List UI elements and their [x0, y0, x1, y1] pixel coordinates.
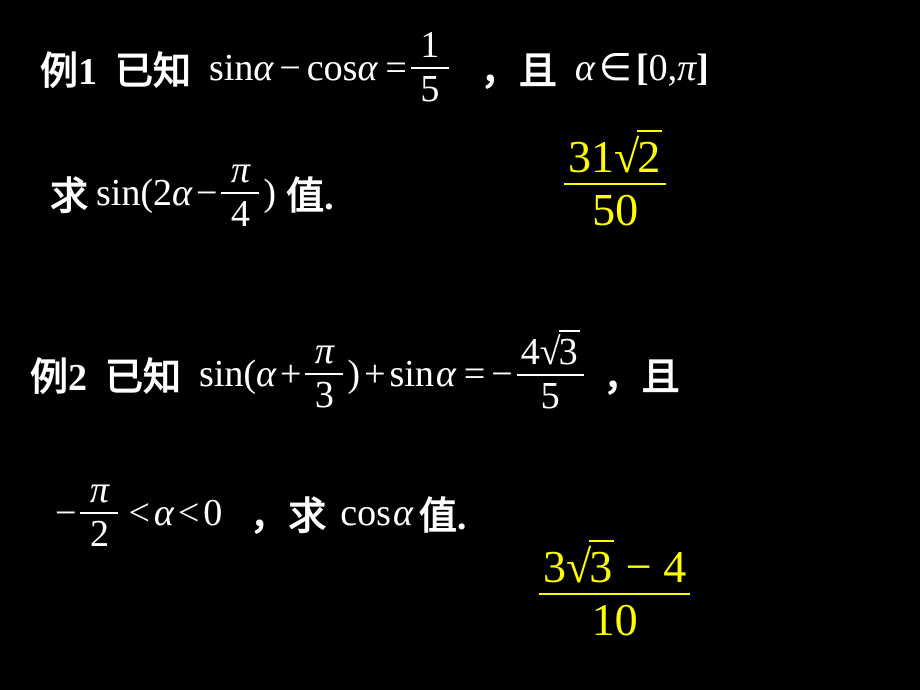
p1-dom-b: π [677, 46, 696, 90]
p2-plus2: + [364, 352, 385, 396]
p1-t-frac-den: 4 [227, 194, 254, 236]
p1-sin: sin [209, 46, 253, 90]
p1-t-var: α [172, 171, 192, 215]
p1-ans-den: 50 [588, 185, 642, 236]
problem2-line1: 例2 已知 sin( α + π 3 ) + sin α = − 4√3 5 ，… [30, 330, 680, 418]
p2-plus: + [280, 352, 301, 396]
problem2-line2: − π 2 < α < 0 ，求 cos α 值. [55, 470, 466, 556]
p1-cos: cos [307, 46, 358, 90]
p2-rhs-num: 4√3 [517, 330, 584, 374]
p2-and: ，且 [604, 346, 680, 401]
p2-eq: = [464, 352, 485, 396]
p1-minus: − [279, 46, 300, 90]
p1-comma: , [668, 46, 678, 90]
p1-in: ∈ [599, 45, 632, 90]
p2-label: 例2 [30, 346, 87, 401]
p1-ans-frac: 31√2 50 [564, 130, 666, 235]
p2-var1: α [256, 352, 276, 396]
p2-cond-frac: π 2 [80, 470, 118, 556]
p2-ans-num: 3√3 − 4 [539, 540, 690, 593]
p2-zero: 0 [203, 491, 222, 535]
p2-find: ，求 [250, 485, 326, 540]
p2-ans-frac: 3√3 − 4 10 [539, 540, 690, 645]
p2-sin2: sin [390, 352, 434, 396]
p2-sin-open: sin( [199, 352, 256, 396]
p1-dom-a: 0 [649, 46, 668, 90]
p1-eq: = [385, 46, 406, 90]
p1-t-sin: sin(2 [96, 171, 172, 215]
p2-frac1-num: π [311, 331, 338, 373]
p2-ans-den: 10 [588, 595, 642, 646]
p2-cond-frac-num: π [86, 470, 113, 512]
p2-lt1: < [128, 491, 149, 535]
p1-frac: 1 5 [411, 25, 449, 111]
problem1-line1: 例1 已知 sin α − cos α = 1 5 ，且 α ∈ [ 0 , π… [40, 25, 709, 111]
p2-t-cos: cos [340, 491, 391, 535]
p2-frac1: π 3 [305, 331, 343, 417]
p1-ans-num: 31√2 [564, 130, 666, 183]
p1-and: ，且 [481, 40, 557, 95]
p1-dom-var: α [575, 46, 595, 90]
p2-cond-neg: − [55, 491, 76, 535]
p1-alpha2: α [357, 46, 377, 90]
p2-rhs-den: 5 [537, 376, 564, 418]
p1-value: 值. [286, 165, 334, 220]
problem2-answer: 3√3 − 4 10 [535, 540, 694, 645]
p2-cond-frac-den: 2 [86, 514, 113, 556]
problem1-line2: 求 sin(2 α − π 4 ) 值. [50, 150, 334, 236]
p2-given: 已知 [105, 346, 181, 401]
p1-t-minus: − [196, 171, 217, 215]
p2-t-var: α [393, 491, 413, 535]
p1-t-frac-num: π [227, 150, 254, 192]
p2-neg: − [491, 352, 512, 396]
problem1-answer: 31√2 50 [560, 130, 670, 235]
p1-t-close: ) [263, 171, 276, 215]
p1-t-frac: π 4 [221, 150, 259, 236]
p2-close: ) [347, 352, 360, 396]
p1-find: 求 [50, 165, 88, 220]
p2-frac1-den: 3 [311, 375, 338, 417]
p1-frac-den: 5 [416, 69, 443, 111]
p1-frac-num: 1 [416, 25, 443, 67]
p2-rhs-frac: 4√3 5 [517, 330, 584, 418]
p2-value: 值. [419, 485, 467, 540]
p2-cond-var: α [154, 491, 174, 535]
p1-lb: [ [636, 46, 649, 90]
p2-lt2: < [178, 491, 199, 535]
p1-label: 例1 [40, 40, 97, 95]
p1-given: 已知 [115, 40, 191, 95]
p1-rb: ] [696, 46, 709, 90]
p2-var2: α [436, 352, 456, 396]
p1-alpha1: α [253, 46, 273, 90]
